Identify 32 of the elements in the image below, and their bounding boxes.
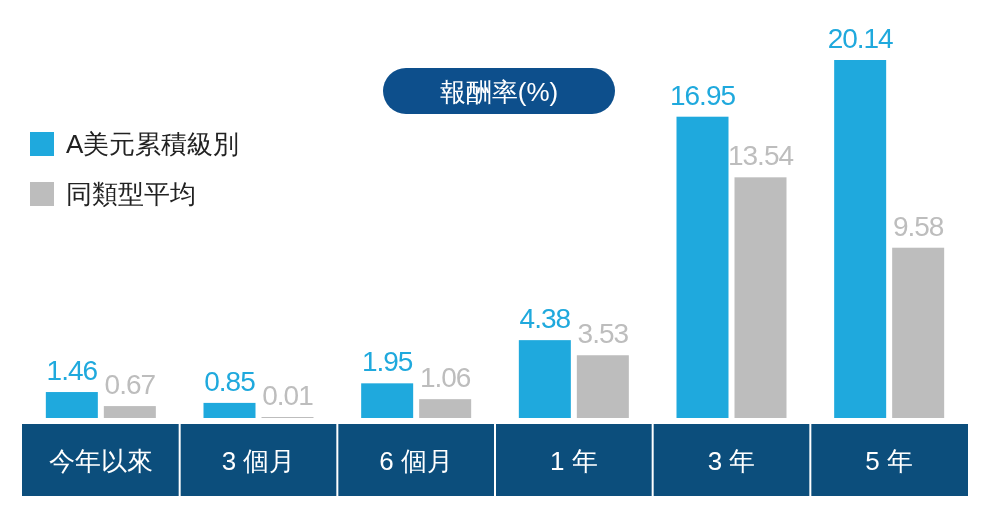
- bar: [203, 402, 256, 418]
- bar: [576, 355, 629, 418]
- bar: [103, 406, 156, 418]
- data-label: 16.95: [669, 79, 736, 111]
- x-tick-label: 3 個月: [221, 446, 296, 476]
- x-tick-label: 6 個月: [379, 446, 454, 476]
- x-tick-label: 1 年: [549, 446, 598, 476]
- x-tick-label: 3 年: [707, 446, 756, 476]
- data-label: 0.67: [104, 369, 156, 401]
- bar: [892, 247, 945, 418]
- bar: [734, 177, 787, 418]
- x-tick-label: 今年以來: [48, 446, 153, 476]
- bar: [518, 340, 571, 418]
- legend-label: 同類型平均: [66, 179, 196, 209]
- bar: [361, 383, 414, 418]
- x-tick-label: 5 年: [865, 446, 914, 476]
- data-label: 4.38: [519, 303, 571, 335]
- data-label: 1.46: [46, 355, 98, 387]
- data-label: 0.85: [204, 365, 256, 397]
- data-label: 3.53: [577, 318, 629, 350]
- data-label: 1.06: [419, 362, 471, 394]
- bar: [45, 392, 98, 418]
- bar: [419, 399, 472, 418]
- bar: [834, 60, 887, 418]
- legend-label: A美元累積級別: [66, 129, 240, 159]
- data-label: 9.58: [892, 210, 944, 242]
- data-label: 0.01: [262, 380, 314, 411]
- text: 報酬率(%): [439, 77, 559, 107]
- data-label: 13.54: [727, 140, 794, 172]
- data-label: 1.95: [361, 346, 413, 378]
- bar: [676, 116, 729, 418]
- data-label: 20.14: [827, 23, 894, 54]
